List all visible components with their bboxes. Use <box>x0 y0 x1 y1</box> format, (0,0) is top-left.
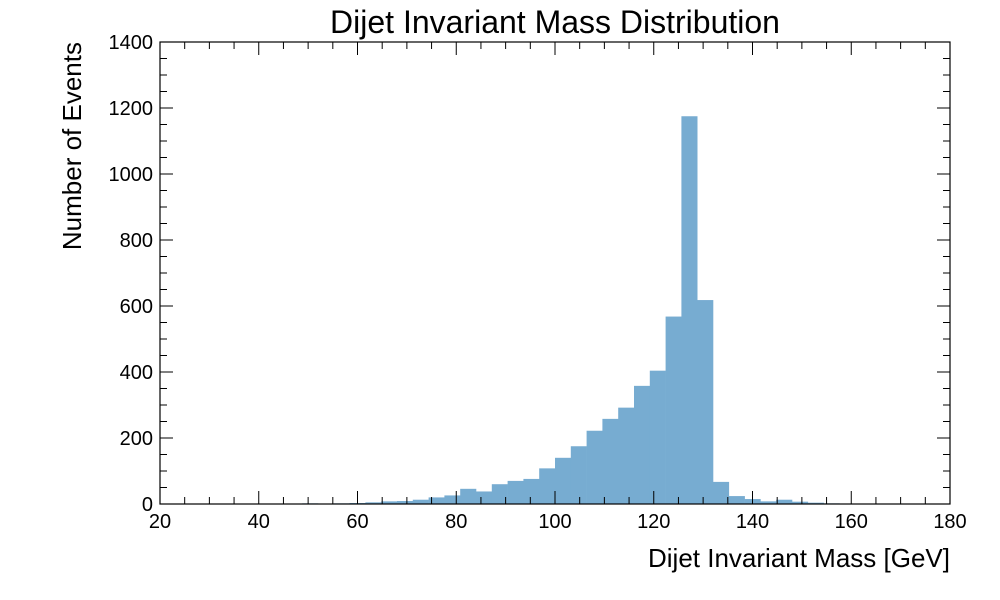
histogram-bar <box>460 488 477 504</box>
y-tick-label: 1000 <box>109 164 154 186</box>
histogram-bar <box>681 116 698 504</box>
histogram-bar <box>602 418 619 504</box>
histogram-bar <box>586 430 603 504</box>
histogram-bar <box>649 370 666 504</box>
histogram-bar <box>381 501 398 504</box>
plot-frame <box>159 41 951 505</box>
x-axis-label: Dijet Invariant Mass [GeV] <box>648 543 950 573</box>
histogram-bar <box>523 478 540 504</box>
histogram-bars <box>302 116 856 504</box>
histogram-bar <box>760 501 777 504</box>
histogram-bar <box>728 496 745 504</box>
histogram-bar <box>618 407 635 504</box>
histogram-bar <box>444 495 461 504</box>
x-tick-label: 180 <box>933 511 966 533</box>
histogram-bar <box>807 502 824 504</box>
y-tick-label: 1200 <box>109 98 154 120</box>
histogram-bar <box>397 501 414 504</box>
x-tick-label: 80 <box>445 511 467 533</box>
histogram-bar <box>539 468 556 504</box>
x-tick-label: 100 <box>538 511 571 533</box>
y-tick-label: 1400 <box>109 32 154 54</box>
histogram-bar <box>665 316 682 504</box>
histogram-bar <box>792 501 809 504</box>
y-tick-label: 200 <box>120 428 153 450</box>
histogram-bar <box>634 385 651 504</box>
histogram-bar <box>697 300 714 504</box>
y-tick-label: 600 <box>120 296 153 318</box>
histogram-bar <box>507 480 524 504</box>
histogram-bar <box>428 497 445 504</box>
x-tick-label: 120 <box>637 511 670 533</box>
histogram-bar <box>491 484 508 504</box>
histogram-bar <box>412 499 429 504</box>
axis-ticks <box>159 41 951 505</box>
tick-labels: 20 40 60 80 100 120 140 160 180 0 200 400 600 800 1000… <box>109 32 967 533</box>
y-axis-label: Number of Events <box>57 42 87 250</box>
histogram-bar <box>476 491 493 504</box>
y-tick-label: 800 <box>120 230 153 252</box>
x-tick-label: 60 <box>346 511 368 533</box>
histogram-bar <box>776 499 793 504</box>
x-tick-label: 140 <box>736 511 769 533</box>
chart-title: Dijet Invariant Mass Distribution <box>330 4 780 40</box>
histogram-bar <box>365 502 382 504</box>
histogram-bar <box>570 446 587 504</box>
y-tick-label: 400 <box>120 362 153 384</box>
x-tick-label: 40 <box>248 511 270 533</box>
y-tick-label: 0 <box>142 494 153 516</box>
histogram-bar <box>713 481 730 504</box>
x-tick-label: 160 <box>835 511 868 533</box>
histogram-bar <box>555 457 572 504</box>
x-tick-label: 20 <box>149 511 171 533</box>
